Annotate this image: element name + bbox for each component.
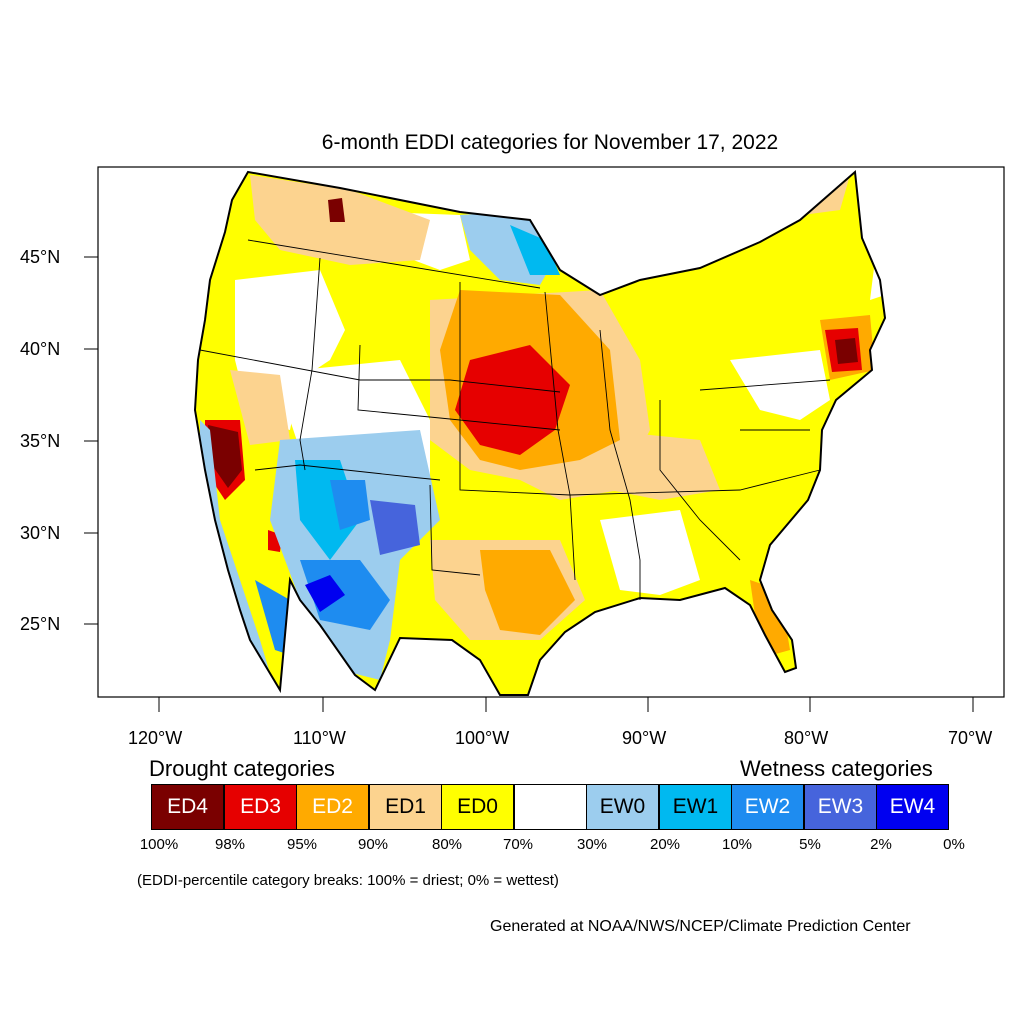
legend-ed3: ED3 bbox=[224, 784, 297, 830]
map-title: 6-month EDDI categories for November 17,… bbox=[321, 131, 779, 154]
normal-area-southeast bbox=[600, 510, 700, 595]
ed1-area-oregon bbox=[230, 370, 290, 445]
border-mn-mo bbox=[544, 291, 576, 581]
border-southwest-row bbox=[254, 464, 441, 481]
border-in-al bbox=[659, 400, 741, 561]
legend-ed1-label: ED1 bbox=[385, 795, 426, 818]
state-borders bbox=[199, 239, 831, 600]
percentile-label: 95% bbox=[286, 836, 318, 853]
lat-ticks bbox=[84, 256, 98, 625]
legend-ew2-label: EW2 bbox=[744, 795, 791, 818]
border-nm-tx bbox=[429, 484, 481, 576]
lon-label-80: 80°W bbox=[784, 728, 829, 748]
ed3-area-nebraska-kansas bbox=[455, 345, 570, 455]
percentile-label: 30% bbox=[576, 836, 608, 853]
normal-area-mid-atlantic bbox=[730, 350, 830, 420]
lon-ticks bbox=[158, 697, 974, 712]
normal-area-maine bbox=[870, 215, 885, 300]
lat-label-45: 45°N bbox=[20, 247, 61, 267]
ew2-area-arizona bbox=[330, 480, 370, 530]
legend-ed0-label: ED0 bbox=[457, 795, 498, 818]
legend-ed2: ED2 bbox=[296, 784, 369, 830]
legend-ed4-label: ED4 bbox=[167, 795, 208, 818]
lon-label-120: 120°W bbox=[128, 728, 183, 748]
legend-ed0: ED0 bbox=[441, 784, 514, 830]
ew3-area-new-mexico bbox=[370, 500, 420, 555]
percentile-label: 98% bbox=[214, 836, 246, 853]
lat-label-40: 40°N bbox=[20, 339, 61, 359]
legend-ed4: ED4 bbox=[151, 784, 224, 830]
percentile-label: 0% bbox=[943, 836, 965, 853]
legend-ew4: EW4 bbox=[876, 784, 949, 830]
legend-ew2: EW2 bbox=[731, 784, 804, 830]
wetness-heading: Wetness categories bbox=[740, 756, 933, 781]
legend-ew0: EW0 bbox=[586, 784, 659, 830]
lat-label-25: 25°N bbox=[20, 614, 61, 634]
lon-label-100: 100°W bbox=[455, 728, 510, 748]
ew4-area-sonora bbox=[305, 575, 345, 612]
legend-ed3-label: ED3 bbox=[240, 795, 281, 818]
border-east-west-2 bbox=[357, 344, 561, 431]
category-note: (EDDI-percentile category breaks: 100% =… bbox=[137, 872, 559, 889]
border-il-ms bbox=[599, 329, 641, 600]
legend-ew3: EW3 bbox=[804, 784, 877, 830]
percentile-label: 2% bbox=[870, 836, 892, 853]
percentile-label: 10% bbox=[721, 836, 753, 853]
credit-line: Generated at NOAA/NWS/NCEP/Climate Predi… bbox=[490, 918, 911, 935]
border-id-nv bbox=[299, 257, 321, 471]
drought-heading: Drought categories bbox=[149, 756, 335, 781]
legend-normal bbox=[514, 784, 587, 830]
percentile-label: 5% bbox=[799, 836, 821, 853]
legend-ed1: ED1 bbox=[369, 784, 442, 830]
legend-ew3-label: EW3 bbox=[817, 795, 864, 818]
lat-label-30: 30°N bbox=[20, 523, 61, 543]
legend-ed2-label: ED2 bbox=[312, 795, 353, 818]
ed4-area-new-york bbox=[835, 338, 858, 364]
border-south-row bbox=[569, 469, 821, 496]
border-oh-pa bbox=[699, 379, 831, 391]
legend-ew0-label: EW0 bbox=[599, 795, 646, 818]
ed2-area-texas bbox=[480, 550, 575, 635]
percentile-label: 70% bbox=[502, 836, 534, 853]
border-east-west-1 bbox=[199, 349, 561, 393]
percentile-label: 100% bbox=[139, 836, 179, 853]
lat-label-35: 35°N bbox=[20, 431, 61, 451]
lon-label-70: 70°W bbox=[948, 728, 993, 748]
ed4-area-california bbox=[208, 425, 242, 488]
ed4-area-idaho bbox=[328, 198, 345, 222]
legend-ew4-label: EW4 bbox=[889, 795, 936, 818]
lon-label-110: 110°W bbox=[293, 728, 346, 748]
percentile-label: 90% bbox=[357, 836, 389, 853]
percentile-label: 20% bbox=[649, 836, 681, 853]
legend-ew1: EW1 bbox=[659, 784, 732, 830]
ew1-area-minnesota bbox=[510, 225, 560, 275]
lon-label-90: 90°W bbox=[622, 728, 667, 748]
legend-ew1-label: EW1 bbox=[672, 795, 719, 818]
percentile-label: 80% bbox=[431, 836, 463, 853]
border-dakotas-kansas bbox=[459, 282, 571, 496]
plot-border bbox=[97, 166, 1005, 698]
canada-border bbox=[247, 239, 541, 289]
